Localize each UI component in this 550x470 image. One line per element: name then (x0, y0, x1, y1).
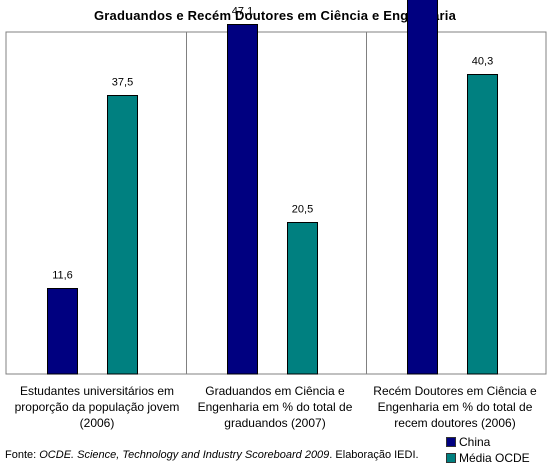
category-label-3-line-3: recem doutores (2006) (394, 416, 516, 430)
category-label-3-line-2: Engenharia em % do total de (377, 400, 533, 414)
legend-item-china: China (446, 434, 530, 450)
legend-label-china: China (459, 435, 491, 449)
source-citation: OCDE. Science, Technology and Industry S… (39, 449, 330, 461)
category-label-3-line-1: Recém Doutores em Ciência e (373, 384, 537, 398)
data-label-m-dia-ocde-2: 20,5 (292, 204, 313, 216)
data-label-china-2: 47,1 (232, 6, 253, 18)
data-label-china-1: 11,6 (52, 270, 73, 282)
legend-item-media-ocde: Média OCDE (446, 450, 530, 466)
bar-china-2 (227, 24, 258, 375)
category-label-2-line-3: graduandos (2007) (224, 416, 326, 430)
data-label-m-dia-ocde-3: 40,3 (472, 56, 493, 68)
legend-label-media-ocde: Média OCDE (459, 451, 530, 465)
legend-swatch-china (446, 437, 456, 447)
bar-m-dia-ocde-1 (107, 95, 138, 375)
bar-m-dia-ocde-3 (467, 74, 498, 375)
source-note: Fonte: OCDE. Science, Technology and Ind… (5, 449, 419, 461)
category-label-3: Recém Doutores em Ciência e Engenharia e… (367, 383, 543, 431)
category-label-2-line-2: Engenharia em % do total de (197, 400, 353, 414)
source-suffix: . Elaboração IEDI. (329, 449, 419, 461)
legend: China Média OCDE (446, 434, 530, 466)
bar-m-dia-ocde-2 (287, 222, 318, 375)
bar-china-3 (407, 0, 438, 375)
category-label-1: Estudantes universitários em proporção d… (9, 383, 185, 431)
category-label-1-line-3: (2006) (79, 416, 115, 430)
category-label-2-line-1: Graduandos em Ciência e (205, 384, 345, 398)
plot-frame (5, 31, 547, 375)
legend-swatch-media-ocde (446, 453, 456, 463)
data-label-m-dia-ocde-1: 37,5 (112, 77, 133, 89)
category-label-1-line-1: Estudantes universitários em (19, 384, 175, 398)
category-label-2: Graduandos em Ciência e Engenharia em % … (187, 383, 363, 431)
source-prefix: Fonte: (5, 449, 40, 461)
category-label-1-line-2: proporção da população jovem (14, 400, 180, 414)
chart-title: Graduandos e Recém Doutores em Ciência e… (93, 8, 457, 23)
bar-china-1 (47, 288, 78, 375)
